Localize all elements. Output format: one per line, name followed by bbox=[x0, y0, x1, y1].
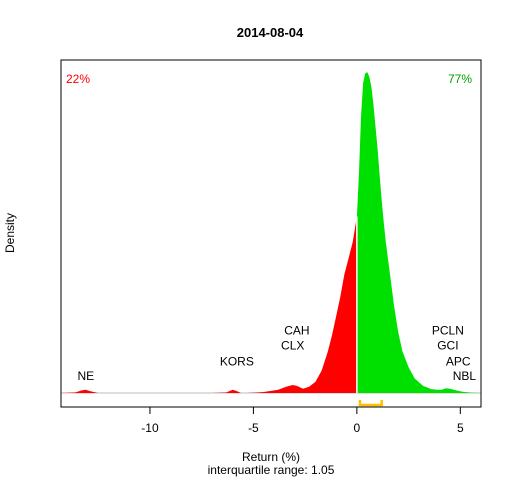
ticker-label-gci: GCI bbox=[437, 339, 458, 353]
ticker-label-cah: CAH bbox=[284, 323, 309, 337]
positive-percentage-label: 77% bbox=[448, 72, 472, 86]
negative-percentage-label: 22% bbox=[66, 72, 90, 86]
iqr-subtitle: interquartile range: 1.05 bbox=[208, 463, 335, 477]
ticker-label-kors: KORS bbox=[220, 355, 254, 369]
x-tick-label: -10 bbox=[141, 421, 159, 435]
iqr-bracket bbox=[358, 400, 383, 407]
ticker-label-ne: NE bbox=[77, 369, 94, 383]
x-tick-label: -5 bbox=[248, 421, 259, 435]
x-tick-label: 0 bbox=[354, 421, 361, 435]
positive-density-area bbox=[356, 72, 481, 393]
negative-density-area bbox=[61, 216, 357, 393]
y-axis-label: Density bbox=[3, 213, 17, 253]
ticker-label-apc: APC bbox=[446, 355, 471, 369]
x-axis: -10 -5 0 5 bbox=[141, 407, 464, 435]
x-axis-label: Return (%) bbox=[242, 450, 300, 464]
plot-frame bbox=[60, 59, 482, 408]
ticker-label-clx: CLX bbox=[281, 339, 304, 353]
ticker-label-pcln: PCLN bbox=[432, 323, 464, 337]
ticker-label-nbl: NBL bbox=[453, 369, 477, 383]
x-tick-label: 5 bbox=[457, 421, 464, 435]
chart-title: 2014-08-04 bbox=[237, 25, 304, 40]
